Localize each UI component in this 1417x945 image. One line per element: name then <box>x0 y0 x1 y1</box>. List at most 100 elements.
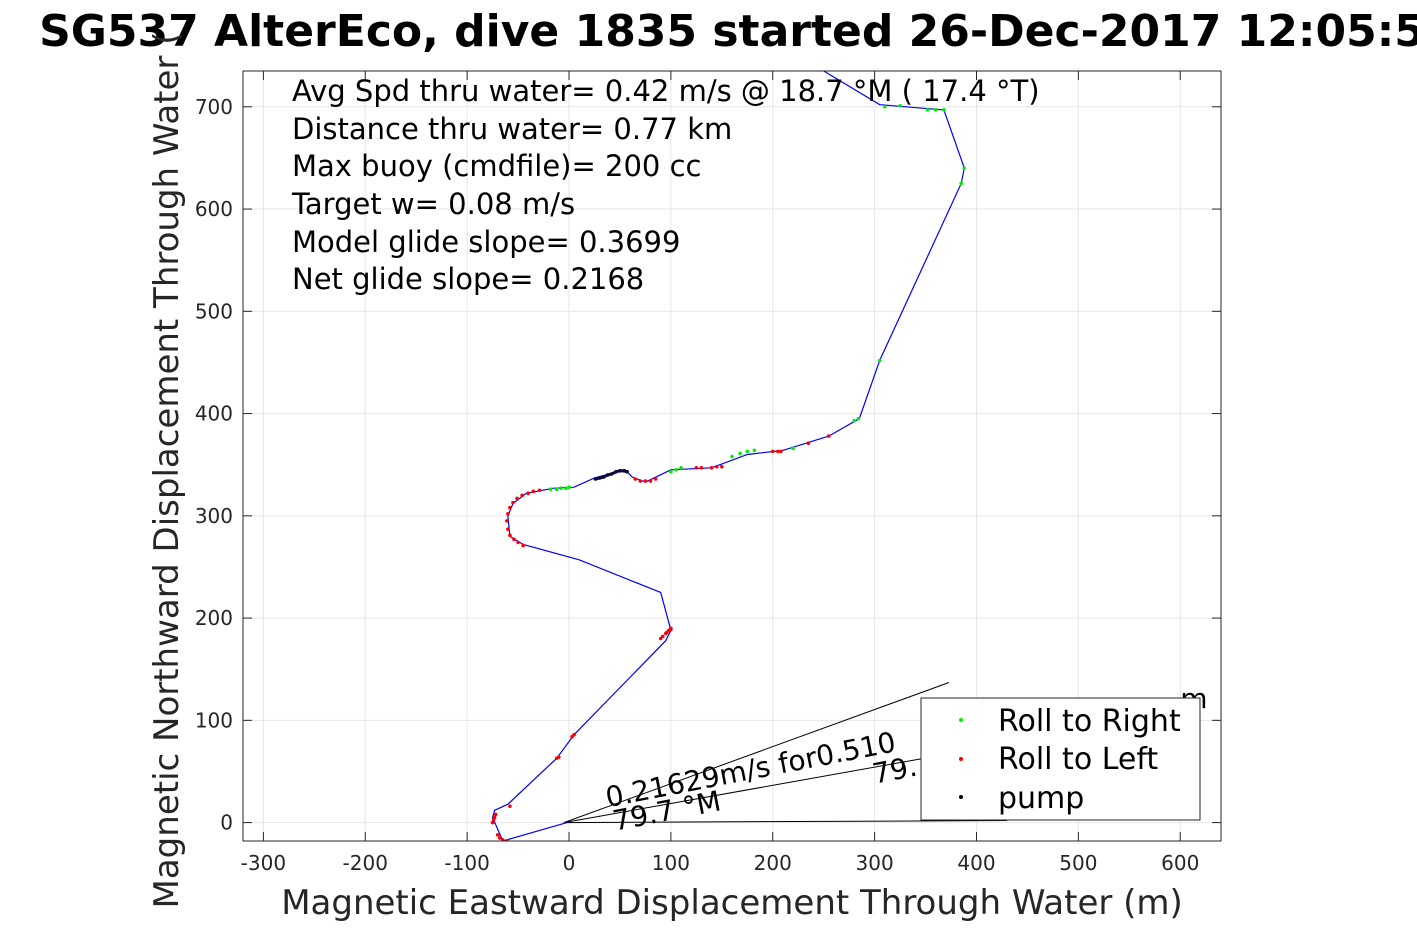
roll-left-point <box>779 449 783 454</box>
y-tick-label: 100 <box>195 708 233 732</box>
roll-left-point <box>521 543 525 548</box>
legend: Roll to Right Roll to Left pump <box>920 697 1201 821</box>
x-tick-label: 400 <box>957 851 995 875</box>
x-tick-label: 300 <box>856 851 894 875</box>
roll-left-point <box>643 479 648 483</box>
roll-left-point <box>653 477 658 481</box>
roll-right-point <box>548 487 553 492</box>
roll-left-point <box>776 449 780 454</box>
annotation-model-glide-slope: Model glide slope= 0.3699 <box>292 225 680 259</box>
roll-left-point <box>572 732 576 737</box>
roll-right-point <box>554 487 559 492</box>
roll-right-point <box>674 468 678 472</box>
roll-right-point <box>883 104 887 109</box>
legend-label-roll-right: Roll to Right <box>998 704 1181 739</box>
roll-left-point <box>770 449 775 454</box>
roll-left-point <box>495 833 500 837</box>
roll-right-points <box>548 103 967 492</box>
roll-left-point <box>557 755 561 759</box>
roll-right-point <box>679 465 683 470</box>
roll-left-point <box>694 465 699 470</box>
roll-left-point <box>508 804 512 809</box>
roll-left-point <box>720 464 724 469</box>
roll-right-point <box>791 446 795 451</box>
roll-left-point <box>520 493 524 498</box>
tick-labels: -300 -200 -100 0 100 200 300 400 500 600 0 100 200 30… <box>195 95 1200 875</box>
glide-slope-line <box>563 682 950 824</box>
roll-right-point <box>752 448 757 453</box>
roll-left-point <box>537 488 542 493</box>
roll-right-point <box>933 108 938 112</box>
roll-left-point <box>826 434 831 438</box>
x-axis-label: Magnetic Eastward Displacement Through W… <box>281 883 1183 923</box>
x-tick-label: 500 <box>1059 851 1097 875</box>
x-tick-label: 0 <box>563 851 576 875</box>
roll-left-point <box>638 479 643 483</box>
roll-right-point <box>898 103 902 108</box>
roll-left-point <box>500 838 505 841</box>
y-tick-label: 300 <box>195 504 233 528</box>
dive-track-line <box>491 71 965 841</box>
roll-left-point <box>806 441 811 446</box>
roll-right-point <box>564 486 568 491</box>
annotation-distance: Distance thru water= 0.77 km <box>292 112 732 146</box>
roll-left-point <box>515 496 519 501</box>
data-layer <box>490 71 1008 841</box>
roll-left-point <box>505 519 509 523</box>
legend-box <box>920 697 1201 821</box>
roll-right-point <box>738 451 742 456</box>
legend-marker-pump <box>959 795 963 799</box>
y-tick-label: 400 <box>195 402 233 426</box>
y-tick-label: 700 <box>195 95 233 119</box>
roll-left-point <box>511 500 515 505</box>
roll-left-point <box>660 634 665 639</box>
annotations: Avg Spd thru water= 0.42 m/s @ 18.7 °M (… <box>291 74 1040 296</box>
chart-title: SG537 AlterEco, dive 1835 started 26-Dec… <box>39 6 1417 57</box>
roll-left-point <box>492 815 497 820</box>
roll-right-point <box>852 418 857 423</box>
roll-left-point <box>516 540 520 545</box>
roll-right-point <box>559 486 563 491</box>
y-axis-label: Magnetic Northward Displacement Through … <box>147 32 187 909</box>
x-tick-label: 200 <box>754 851 792 875</box>
roll-right-point <box>567 485 571 489</box>
annotation-net-glide-slope: Net glide slope= 0.2168 <box>292 262 644 296</box>
x-tick-label: -200 <box>343 851 388 875</box>
roll-right-point <box>856 416 861 421</box>
roll-right-point <box>925 108 930 112</box>
roll-right-point <box>962 166 967 170</box>
roll-right-point <box>669 470 673 474</box>
roll-right-point <box>745 449 750 454</box>
roll-left-point <box>709 465 714 470</box>
roll-left-point <box>648 479 653 483</box>
roll-left-point <box>497 836 502 840</box>
legend-label-pump: pump <box>998 781 1084 816</box>
roll-left-point <box>512 537 516 542</box>
roll-left-point <box>531 489 536 494</box>
annotation-avg-speed: Avg Spd thru water= 0.42 m/s @ 18.7 °M (… <box>292 74 1040 108</box>
roll-left-point <box>714 464 719 469</box>
roll-left-point <box>526 491 531 496</box>
roll-right-point <box>730 454 734 459</box>
annotation-target-w: Target w= 0.08 m/s <box>291 187 575 221</box>
glide-slope-line <box>563 820 1008 824</box>
legend-marker-roll-right <box>959 718 963 722</box>
roll-left-point <box>493 812 498 817</box>
x-tick-label: 100 <box>652 851 690 875</box>
y-tick-label: 0 <box>220 811 233 835</box>
roll-left-point <box>508 505 512 510</box>
y-tick-label: 200 <box>195 606 233 630</box>
roll-left-point <box>506 511 510 516</box>
roll-left-point <box>490 820 495 825</box>
x-tick-label: -300 <box>241 851 286 875</box>
roll-right-point <box>942 108 946 112</box>
roll-right-point <box>877 358 882 363</box>
annotation-max-buoy: Max buoy (cmdfile)= 200 cc <box>292 149 701 183</box>
legend-marker-roll-left <box>959 757 963 761</box>
roll-left-point <box>699 465 704 470</box>
pump-segment <box>595 469 628 481</box>
axes-box <box>242 70 1222 842</box>
y-tick-label: 600 <box>195 197 233 221</box>
x-tick-label: 600 <box>1161 851 1199 875</box>
